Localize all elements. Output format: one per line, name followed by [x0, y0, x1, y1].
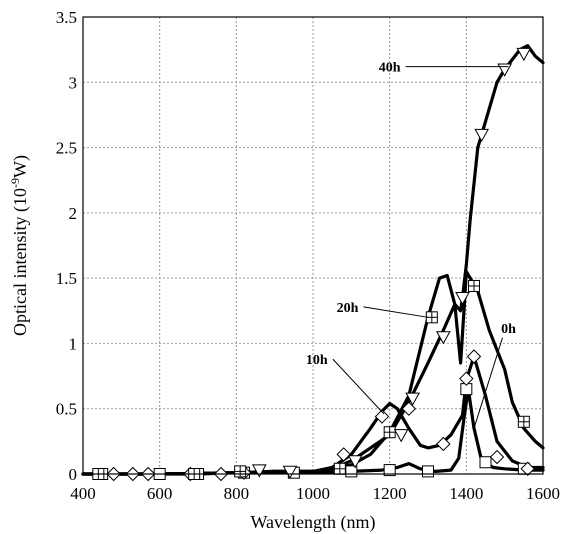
- y-tick-label: 1.5: [56, 269, 77, 288]
- y-axis-label-base: Optical intensity (10: [10, 188, 31, 336]
- marker-40h: [455, 292, 470, 306]
- marker-10h: [520, 461, 535, 476]
- marker-40h: [516, 47, 532, 62]
- x-axis-label: Wavelength (nm): [250, 512, 375, 533]
- tick-labels: 400 600 800 1000 1200 1400 1600 0 0.5 1 1.5 2 2.5 3 3.…: [56, 8, 560, 503]
- x-tick-label: 1600: [526, 484, 560, 503]
- y-axis-label-exponent: -9: [8, 178, 22, 188]
- marker-20h: [383, 426, 396, 439]
- y-tick-label: 2.5: [56, 139, 77, 158]
- y-axis-label: Optical intensity (10-9W): [8, 155, 31, 336]
- marker-40h: [393, 429, 409, 443]
- annotation-leader-20h: [363, 306, 429, 318]
- y-tick-label: 0: [69, 465, 78, 484]
- marker-40h: [251, 464, 267, 478]
- annotation-label-10h: 10h: [306, 353, 328, 368]
- annotation-label-40h: 40h: [379, 61, 401, 76]
- marker-20h: [517, 415, 530, 428]
- marker-0h: [383, 464, 396, 477]
- marker-40h: [474, 128, 490, 143]
- marker-20h: [234, 465, 247, 478]
- x-tick-label: 1400: [449, 484, 483, 503]
- marker-0h: [479, 456, 492, 469]
- y-tick-label: 3.5: [56, 8, 77, 27]
- marker-10h: [459, 371, 474, 386]
- marker-10h: [374, 409, 390, 424]
- annotations: 40h 20h 10h 0h: [306, 61, 516, 429]
- marker-0h: [479, 456, 492, 469]
- marker-10h: [401, 401, 417, 416]
- marker-40h: [347, 455, 363, 469]
- marker-20h: [333, 462, 346, 475]
- marker-40h: [435, 331, 451, 345]
- marker-0h: [383, 464, 396, 477]
- marker-0h: [422, 465, 434, 478]
- annotation-leader-0h: [473, 337, 503, 429]
- marker-10h: [336, 447, 351, 462]
- y-tick-label: 2: [69, 204, 78, 223]
- y-tick-label: 0.5: [56, 400, 77, 419]
- x-tick-label: 600: [147, 484, 173, 503]
- x-tick-label: 1000: [296, 484, 330, 503]
- plot-frame: [82, 16, 544, 475]
- marker-20h: [468, 279, 480, 292]
- marker-40h: [282, 465, 298, 479]
- x-tick-label: 800: [224, 484, 250, 503]
- marker-0h: [422, 465, 434, 478]
- x-tick-label: 400: [70, 484, 96, 503]
- y-axis-label-unit: W): [10, 155, 31, 178]
- annotation-label-20h: 20h: [337, 301, 359, 316]
- marker-10h: [466, 349, 482, 364]
- y-tick-label: 1: [69, 334, 78, 353]
- marker-10h: [489, 449, 505, 465]
- marker-10h: [436, 436, 451, 452]
- annotation-leader-10h: [332, 358, 385, 415]
- y-tick-label: 3: [69, 73, 78, 92]
- x-tick-label: 1200: [373, 484, 407, 503]
- annotation-label-0h: 0h: [501, 322, 516, 337]
- grid: [82, 16, 544, 475]
- marker-40h: [405, 392, 421, 406]
